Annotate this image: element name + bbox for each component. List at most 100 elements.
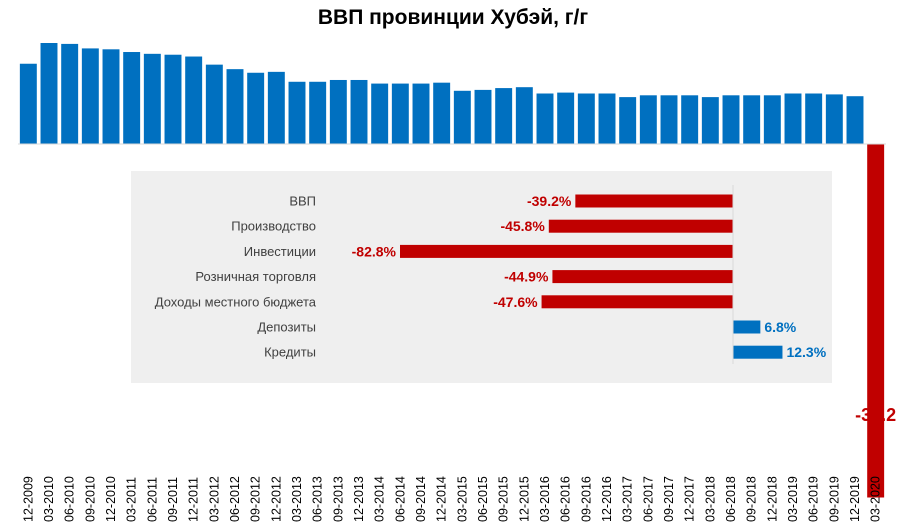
main-bar [577,93,595,144]
inset-value-label: -44.9% [504,269,549,285]
x-tick-label: 09-2017 [662,476,676,522]
x-tick-label: 12-2019 [848,476,862,522]
main-bar [412,83,430,144]
x-tick-label: 12-2009 [21,476,35,522]
x-tick-label: 12-2010 [104,476,118,522]
x-tick-label: 09-2015 [497,476,511,522]
main-bar [701,97,719,144]
main-bar [557,92,575,144]
x-tick-label: 06-2019 [807,476,821,522]
inset-category-label: Производство [231,219,316,234]
x-tick-label: 09-2013 [331,476,345,522]
main-bar [515,87,533,144]
inset-bar [733,320,761,334]
inset-category-label: Кредиты [264,345,316,360]
inset-value-label: -47.6% [493,294,538,310]
x-tick-label: 06-2017 [641,476,655,522]
inset-bar [548,219,733,233]
x-axis-tick-labels: 12-2009 03-2010 06-2010 09-2010 12-2010 03-20… [21,476,882,522]
x-tick-label: 03-2013 [290,476,304,522]
x-tick-label: 09-2011 [166,477,180,522]
main-bar [102,49,120,144]
main-bar [743,95,761,144]
main-bar [185,56,203,144]
x-tick-label: 09-2016 [579,476,593,522]
main-bar [143,53,161,145]
inset-value-label: 12.3% [786,344,826,360]
main-bar [40,43,58,144]
inset-bar [541,295,733,309]
x-tick-label: 09-2018 [745,476,759,522]
x-tick-label: 09-2014 [414,476,428,522]
inset-value-label: -39.2% [527,193,572,209]
main-bar [350,79,368,144]
x-tick-label: 12-2012 [269,476,283,522]
inset-bar [400,244,733,258]
main-bar [19,63,37,144]
main-bar [288,81,306,144]
x-tick-label: 03-2014 [373,476,387,522]
x-tick-label: 03-2012 [207,476,221,522]
main-bar [371,83,389,144]
main-bar [598,93,616,144]
x-tick-label: 06-2016 [559,476,573,522]
inset-bar [552,270,733,284]
x-tick-label: 03-2010 [42,476,56,522]
x-tick-label: 03-2016 [538,476,552,522]
inset-bar [733,345,783,359]
main-bar [660,95,678,144]
main-bar [784,93,802,144]
main-bar [763,95,781,144]
inset-bar-series: ВВП -39.2% Производство -45.8% Инвестиции -82… [155,193,827,360]
main-bar [619,97,637,144]
main-bar [205,64,223,144]
main-bar [495,88,513,144]
main-bar [681,95,699,144]
main-bar [867,144,885,498]
main-bar [805,93,823,144]
inset-category-label: Инвестиции [244,244,316,259]
chart-title: ВВП провинции Хубэй, г/г [317,6,589,29]
main-bar [309,81,327,144]
x-tick-label: 12-2011 [187,477,201,522]
main-bar [536,93,554,144]
main-bar [267,71,285,144]
inset-bar [575,194,733,208]
main-bar [61,43,79,144]
main-bar [164,54,182,144]
main-bar [329,79,347,144]
x-tick-label: 12-2017 [683,476,697,522]
main-bar [639,95,657,144]
main-bar-series [19,43,885,498]
main-bar [453,90,471,144]
main-bar [474,89,492,144]
main-bar [81,48,99,144]
x-tick-label: 06-2011 [145,477,159,522]
x-tick-label: 12-2016 [600,476,614,522]
x-tick-label: 09-2019 [827,476,841,522]
x-tick-label: 03-2011 [125,477,139,522]
x-tick-label: 09-2010 [83,476,97,522]
x-tick-label: 06-2010 [63,476,77,522]
inset-category-label: Розничная торговля [195,269,316,284]
main-bar [433,82,451,144]
x-tick-label: 06-2014 [393,476,407,522]
x-tick-label: 03-2018 [703,476,717,522]
main-bar [123,52,141,145]
x-tick-label: 12-2018 [765,476,779,522]
main-bar [825,94,843,144]
x-tick-label: 06-2012 [228,476,242,522]
main-bar [247,72,265,144]
x-tick-label: 06-2015 [476,476,490,522]
x-tick-label: 06-2018 [724,476,738,522]
inset-value-label: -45.8% [500,218,545,234]
main-bar [226,69,244,144]
inset-value-label: 6.8% [764,319,796,335]
x-tick-label: 03-2015 [455,476,469,522]
inset-value-label: -82.8% [352,243,397,259]
inset-category-label: ВВП [289,194,316,209]
main-bar [391,83,409,144]
main-bar [846,96,864,144]
x-tick-label: 09-2012 [249,476,263,522]
